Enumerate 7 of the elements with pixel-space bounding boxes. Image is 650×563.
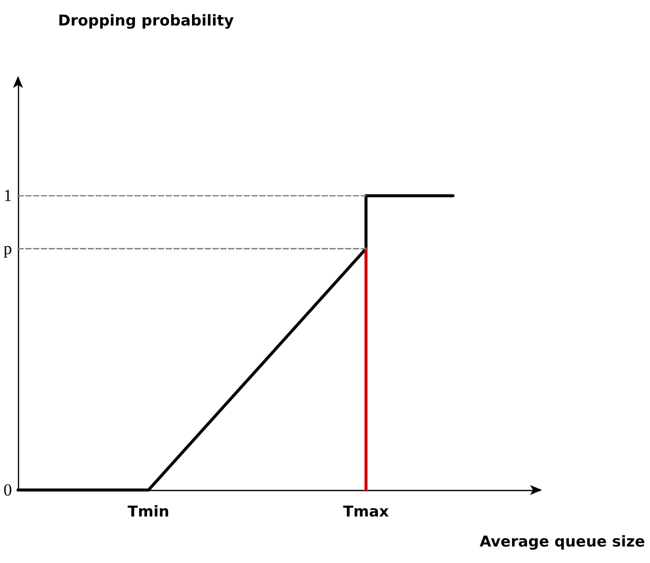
x-tick-label: Tmax [343,502,390,520]
y-tick-label: 1 [4,186,12,206]
x-axis-title: Average queue size [480,532,645,550]
y-tick-label: p [4,239,12,258]
x-tick-label: Tmin [128,502,170,520]
y-tick-label: 0 [4,480,12,500]
y-axis-title: Dropping probability [58,12,234,30]
